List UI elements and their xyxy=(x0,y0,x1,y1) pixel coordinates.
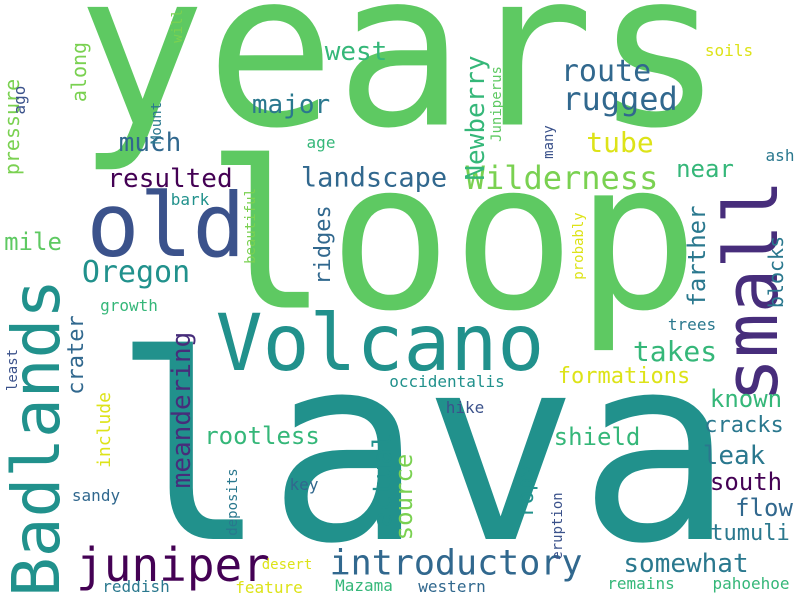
word-source: source xyxy=(390,453,418,541)
word-tube: tube xyxy=(586,126,654,159)
word-much: much xyxy=(118,128,182,158)
word-newberry: Newberry xyxy=(461,55,491,181)
word-tumuli: tumuli xyxy=(710,521,790,546)
word-juniper: juniper xyxy=(76,538,270,592)
word-reddish: reddish xyxy=(102,577,170,596)
word-least: least xyxy=(5,348,21,392)
word-along: along xyxy=(67,41,91,103)
word-soils: soils xyxy=(704,41,754,60)
word-introductory: introductory xyxy=(329,543,583,584)
word-hike: hike xyxy=(445,398,485,417)
word-ago: ago xyxy=(10,85,29,115)
word-occidentalis: occidentalis xyxy=(389,372,505,391)
word-mile: mile xyxy=(4,228,62,256)
word-west: west xyxy=(324,37,388,67)
word-sandy: sandy xyxy=(71,486,121,505)
word-known: known xyxy=(709,385,783,413)
word-badlands: Badlands xyxy=(0,279,75,597)
word-trees: trees xyxy=(667,315,717,334)
word-major: major xyxy=(251,90,331,120)
word-landscape: landscape xyxy=(300,162,448,194)
word-rugged: rugged xyxy=(562,80,678,118)
word-eruption: eruption xyxy=(550,492,566,560)
word-will: will xyxy=(170,9,186,43)
word-meandering: meandering xyxy=(167,331,197,489)
word-desert: desert xyxy=(261,557,313,573)
word-include: include xyxy=(94,392,115,468)
word-ash: ash xyxy=(765,146,795,165)
word-rootless: rootless xyxy=(204,422,320,450)
word-volcano: Volcano xyxy=(215,299,545,389)
word-feature: feature xyxy=(235,578,303,597)
word-leak: leak xyxy=(702,441,766,471)
word-beautiful: beautiful xyxy=(243,188,259,264)
word-deposits: deposits xyxy=(225,468,241,536)
word-mount: Mount xyxy=(149,101,165,145)
word-old: old xyxy=(86,174,246,277)
word-bark: bark xyxy=(170,190,210,209)
word-remains: remains xyxy=(607,574,675,593)
word-somewhat: somewhat xyxy=(623,549,749,579)
word-wilderness: Wilderness xyxy=(465,159,659,197)
word-pahoehoe: pahoehoe xyxy=(712,574,790,593)
word-western: western xyxy=(418,577,486,596)
word-probably: probably xyxy=(571,212,587,280)
word-near: near xyxy=(676,155,734,183)
word-many: many xyxy=(541,125,557,159)
word-farther: farther xyxy=(683,205,711,307)
word-lava: lava xyxy=(112,300,734,600)
word-takes: takes xyxy=(632,335,718,368)
word-blocks: blocks xyxy=(764,235,788,309)
word-south: south xyxy=(709,468,783,496)
word-growth: growth xyxy=(100,296,158,315)
word-juniperus: Juniperus xyxy=(489,66,505,142)
word-years: years xyxy=(76,0,724,176)
word-key: key xyxy=(289,475,319,494)
word-age: age xyxy=(306,133,336,152)
word-resulted: resulted xyxy=(107,164,233,194)
word-flow: flow xyxy=(735,494,793,522)
word-crater: crater xyxy=(64,315,89,395)
word-formations: formations xyxy=(557,364,691,389)
word-loop: loop xyxy=(205,118,699,357)
word-shield: shield xyxy=(553,423,641,451)
word-ropy: ropy xyxy=(514,464,539,518)
word-oregon: Oregon xyxy=(81,255,191,290)
word-mazama: Mazama xyxy=(335,576,393,595)
word-route: route xyxy=(560,54,652,89)
word-ridges: ridges xyxy=(311,205,336,285)
word-cracks: cracks xyxy=(704,413,784,438)
